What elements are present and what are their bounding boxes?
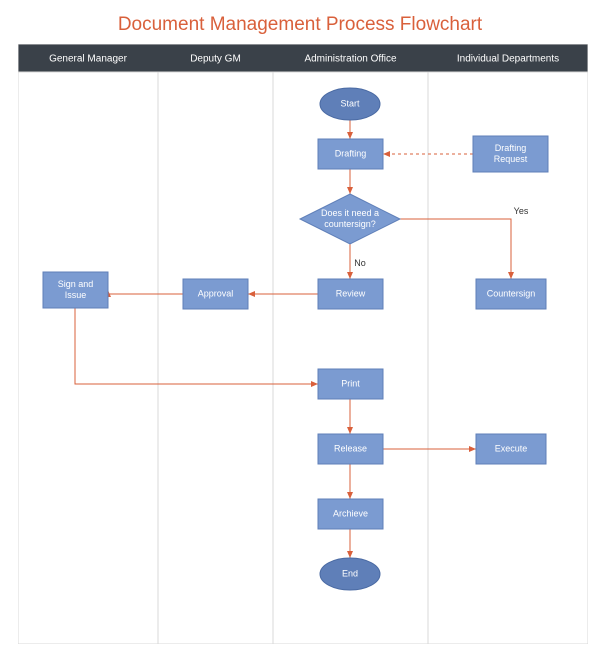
edge-sign-print [75, 308, 318, 384]
flowchart-svg: General Manager Deputy GM Administration O… [18, 44, 588, 644]
node-cs: Countersign [476, 279, 546, 309]
lane-header-label-dept: Individual Departments [457, 54, 559, 65]
node-label-decision: countersign? [324, 219, 376, 229]
lane-body-gm [18, 72, 158, 644]
node-label-review: Review [336, 288, 366, 298]
node-drafting: Drafting [318, 139, 383, 169]
node-label-end: End [342, 568, 358, 578]
edge-label-decision-cs: Yes [514, 206, 529, 216]
node-approval: Approval [183, 279, 248, 309]
edge-decision-cs [400, 219, 511, 279]
node-sign: Sign andIssue [43, 272, 108, 308]
node-review: Review [318, 279, 383, 309]
edge-approval-sign [108, 290, 183, 294]
node-label-approval: Approval [198, 288, 234, 298]
edge-label-decision-review: No [354, 258, 366, 268]
node-draftreq: DraftingRequest [473, 136, 548, 172]
lane-header-label-ao: Administration Office [304, 54, 397, 65]
page-title: Document Management Process Flowchart [0, 0, 600, 44]
node-execute: Execute [476, 434, 546, 464]
node-label-archive: Archieve [333, 508, 368, 518]
node-label-draftreq: Request [494, 154, 528, 164]
lane-header-label-dgm: Deputy GM [190, 54, 241, 65]
node-label-release: Release [334, 443, 367, 453]
node-label-decision: Does it need a [321, 208, 379, 218]
node-end: End [320, 558, 380, 590]
lane-body-dgm [158, 72, 273, 644]
node-label-drafting: Drafting [335, 148, 367, 158]
node-archive: Archieve [318, 499, 383, 529]
node-label-sign: Sign and [58, 279, 94, 289]
node-label-execute: Execute [495, 443, 528, 453]
lane-frame [18, 44, 588, 644]
node-release: Release [318, 434, 383, 464]
node-label-print: Print [341, 378, 360, 388]
node-print: Print [318, 369, 383, 399]
node-label-draftreq: Drafting [495, 143, 527, 153]
node-start: Start [320, 88, 380, 120]
node-decision: Does it need acountersign? [300, 194, 400, 244]
node-label-start: Start [340, 98, 360, 108]
lane-header-label-gm: General Manager [49, 54, 127, 65]
node-label-cs: Countersign [487, 288, 536, 298]
node-label-sign: Issue [65, 290, 87, 300]
